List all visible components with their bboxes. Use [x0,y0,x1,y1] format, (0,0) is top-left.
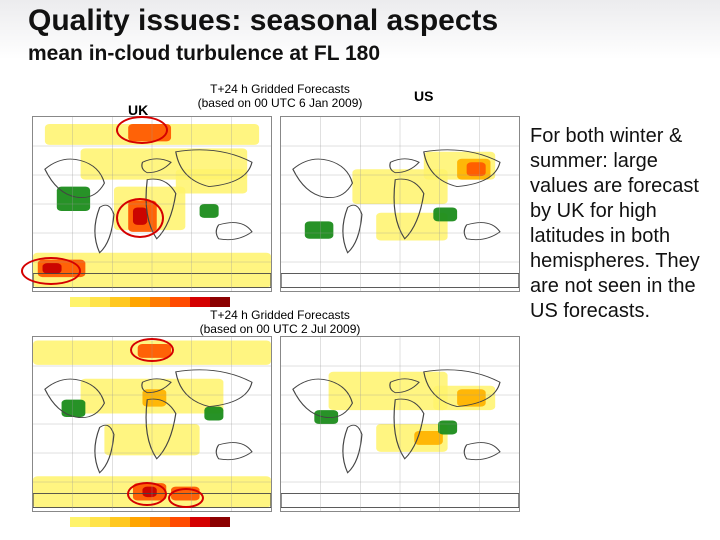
caption-summer-line1: T+24 h Gridded Forecasts [210,308,350,322]
maps-container: T+24 h Gridded Forecasts (based on 00 UT… [20,84,520,524]
highlight-circle [116,198,164,238]
slide-subtitle: mean in-cloud turbulence at FL 180 [28,42,380,66]
legend-summer [70,514,230,524]
caption-winter: T+24 h Gridded Forecasts (based on 00 UT… [170,82,390,111]
caption-winter-line2: (based on 00 UTC 6 Jan 2009) [198,96,363,110]
highlight-circle [130,338,174,362]
highlight-circle [168,488,204,508]
slide-title: Quality issues: seasonal aspects [28,4,498,38]
map-us-winter [280,116,520,292]
us-label: US [414,88,433,104]
caption-summer-line2: (based on 00 UTC 2 Jul 2009) [200,322,361,336]
map-us-summer [280,336,520,512]
highlight-circle [21,257,81,285]
caption-summer: T+24 h Gridded Forecasts (based on 00 UT… [170,308,390,337]
explanation-text: For both winter & summer: large values a… [530,124,710,324]
caption-winter-line1: T+24 h Gridded Forecasts [210,82,350,96]
legend-winter [70,294,230,304]
